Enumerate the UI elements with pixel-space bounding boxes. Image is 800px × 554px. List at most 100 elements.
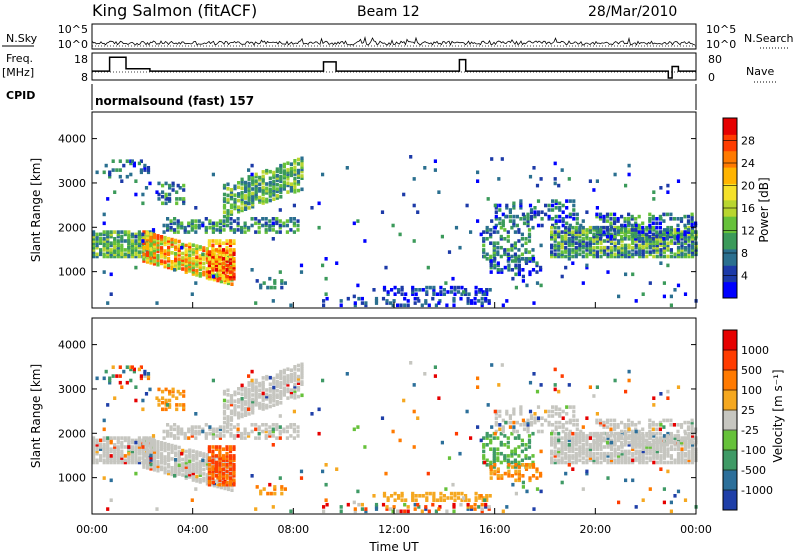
power-cell (588, 250, 592, 254)
power-cell (553, 243, 557, 248)
y-tick-label: 2000 (58, 221, 86, 234)
velocity-cell (163, 455, 167, 459)
power-cell (229, 212, 234, 216)
velocity-cell (421, 494, 425, 498)
velocity-cell (176, 425, 180, 429)
power-cell (494, 214, 498, 219)
velocity-cell (554, 420, 558, 425)
power-cell (164, 201, 168, 206)
power-cell (184, 270, 188, 274)
power-cell (271, 217, 275, 221)
velocity-cell (440, 440, 444, 445)
velocity-cell (218, 467, 222, 471)
power-cell (389, 301, 393, 305)
velocity-cell (211, 445, 215, 449)
power-cell (232, 219, 237, 223)
power-cell (120, 245, 124, 250)
power-cell (244, 200, 248, 205)
velocity-cell (170, 446, 174, 450)
velocity-cell (494, 423, 498, 427)
velocity-cell (557, 431, 561, 436)
velocity-cell (218, 478, 222, 483)
velocity-cell (648, 434, 652, 438)
velocity-cell (282, 390, 286, 395)
power-cell (201, 223, 205, 228)
velocity-cell (490, 425, 494, 429)
power-cell (397, 290, 401, 294)
velocity-cell (261, 405, 265, 409)
velocity-cell (207, 476, 211, 480)
power-cell (531, 257, 536, 261)
power-cell (561, 219, 565, 223)
power-cell (445, 303, 449, 308)
power-cell (216, 272, 220, 276)
power-cell (132, 163, 136, 168)
velocity-cell (557, 449, 561, 454)
power-cell (627, 254, 631, 259)
power-cell (364, 301, 368, 305)
velocity-cell (232, 456, 236, 460)
power-cell (442, 292, 446, 296)
power-cell (624, 248, 628, 252)
power-cell (137, 161, 141, 166)
power-cell (637, 223, 641, 228)
power-cell (691, 254, 695, 259)
power-cell (669, 232, 673, 237)
power-cell (127, 239, 131, 243)
velocity-cell (554, 425, 558, 429)
velocity-cell (236, 429, 240, 434)
power-cell (557, 254, 561, 259)
velocity-cell (92, 451, 96, 456)
velocity-cell (669, 500, 673, 505)
velocity-cell (272, 379, 276, 383)
power-cell (553, 252, 557, 257)
velocity-cell (278, 414, 282, 418)
velocity-cell (571, 438, 575, 443)
velocity-cell (527, 434, 532, 438)
velocity-cell (482, 454, 486, 458)
velocity-cell (609, 434, 613, 438)
power-cell (453, 288, 457, 292)
power-cell (634, 239, 638, 243)
power-cell (151, 228, 156, 232)
velocity-cell (261, 387, 265, 391)
velocity-cell (130, 447, 134, 451)
power-cell (109, 243, 113, 248)
velocity-cell (232, 454, 236, 458)
velocity-cell (346, 502, 350, 507)
velocity-cell (599, 456, 603, 460)
velocity-cell (218, 436, 222, 440)
velocity-cell (293, 373, 297, 378)
power-cell (168, 183, 172, 188)
velocity-cell (99, 458, 103, 463)
power-cell (198, 271, 202, 276)
power-cell (581, 241, 585, 245)
velocity-cell (557, 389, 561, 394)
velocity-cell (606, 454, 610, 458)
power-cell (279, 168, 283, 172)
power-cell (550, 254, 554, 259)
power-cell (188, 246, 192, 251)
power-cell (641, 248, 645, 252)
velocity-cell (197, 425, 201, 429)
velocity-cell (265, 397, 269, 401)
velocity-cell (296, 394, 301, 399)
velocity-cell (157, 398, 161, 403)
velocity-cell (214, 445, 218, 449)
power-cell (508, 210, 512, 214)
power-cell (177, 244, 181, 248)
velocity-cell (679, 423, 684, 427)
power-cell (181, 258, 185, 262)
power-cell (645, 239, 649, 243)
power-cell (655, 243, 659, 248)
power-cell (567, 230, 571, 234)
velocity-cell (631, 460, 635, 465)
power-cell (676, 223, 680, 228)
power-cell (226, 266, 231, 270)
power-cell (599, 254, 603, 259)
velocity-cell (221, 480, 226, 485)
velocity-cell (240, 383, 244, 388)
power-cell (221, 252, 226, 257)
power-cell (212, 277, 216, 282)
velocity-cell (494, 429, 498, 434)
